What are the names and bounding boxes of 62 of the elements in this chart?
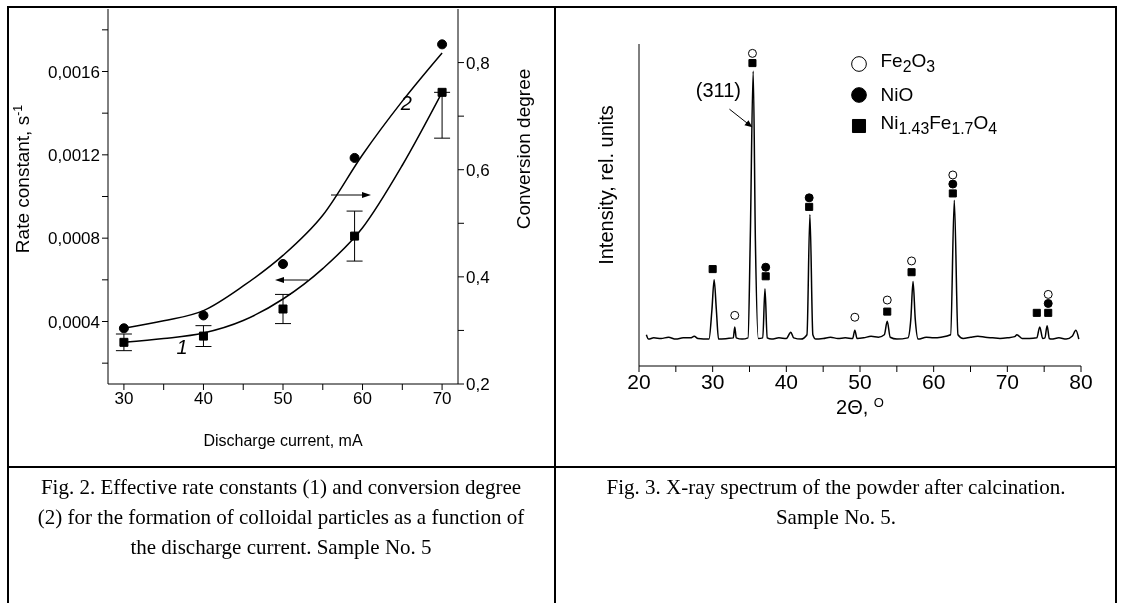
point: [437, 87, 447, 97]
x-axis-title: 2Θ, $^{O}$: [836, 394, 884, 418]
y2-axis-title: Conversion degree: [513, 68, 534, 230]
x-tick-label: 70: [432, 389, 452, 409]
point: [805, 202, 814, 211]
legend-label: Fe$_{2}$O$_{3}$: [880, 49, 936, 77]
annotation: 2: [399, 92, 412, 115]
point: [850, 312, 860, 322]
point: [277, 258, 289, 270]
legend-label: NiO: [880, 82, 914, 107]
point: [119, 337, 129, 347]
y-tick-label: 0,0004: [48, 312, 100, 332]
x-tick-label: 40: [193, 389, 213, 409]
x-tick-label: 60: [353, 389, 373, 409]
x-tick-label: 30: [700, 369, 725, 393]
point: [883, 307, 892, 316]
point: [730, 310, 740, 320]
point: [1044, 308, 1053, 317]
point: [278, 304, 288, 314]
annotation: 1: [176, 336, 188, 359]
point: [1032, 308, 1041, 317]
point: [761, 262, 771, 272]
annotation: (311): [695, 79, 742, 102]
point: [748, 59, 757, 68]
point: [437, 39, 448, 50]
x-tick-label: 60: [921, 369, 946, 393]
x-tick-label: 20: [627, 369, 651, 393]
y2-tick-label: 0,4: [466, 267, 490, 287]
point: [1043, 289, 1053, 299]
caption: Fig. 3. X-ray spectrum of the powder after calcination. Sample No. 5.: [605, 474, 1067, 531]
point: [907, 268, 916, 277]
point: [761, 272, 770, 281]
x-tick-label: 30: [114, 389, 134, 409]
y-tick-label: 0,0008: [48, 229, 100, 249]
x-tick-label: 70: [995, 369, 1020, 393]
legend-label: Ni$_{1.43}$Fe$_{1.7}$O$_{4}$: [880, 110, 997, 139]
point: [350, 231, 360, 241]
y-tick-label: 0,0012: [48, 145, 100, 165]
y-tick-label: 0,0016: [48, 62, 100, 82]
point: [948, 189, 957, 198]
point: [1043, 298, 1053, 308]
y2-tick-label: 0,8: [466, 53, 490, 73]
x-tick-label: 40: [774, 369, 799, 393]
point: [349, 152, 360, 163]
point: [198, 310, 209, 321]
x-tick-label: 50: [273, 389, 293, 409]
point: [907, 256, 917, 266]
caption: Fig. 2. Effective rate constants (1) and conversion degree (2) for the formation of colloidal particles as a function of the discharge current. Sample No. 5: [36, 474, 526, 561]
x-tick-label: 50: [848, 369, 872, 393]
point: [198, 331, 208, 341]
point: [804, 193, 814, 203]
point: [747, 48, 757, 58]
y-axis-title: Intensity, rel. units: [595, 105, 617, 265]
point: [118, 323, 129, 334]
point: [882, 295, 892, 305]
y2-tick-label: 0,6: [466, 160, 490, 180]
point: [708, 265, 717, 274]
x-axis-title: Discharge current, mA: [203, 432, 363, 449]
x-tick-label: 80: [1069, 369, 1093, 393]
y2-tick-label: 0,2: [466, 375, 490, 395]
point: [948, 170, 958, 180]
point: [948, 179, 958, 189]
